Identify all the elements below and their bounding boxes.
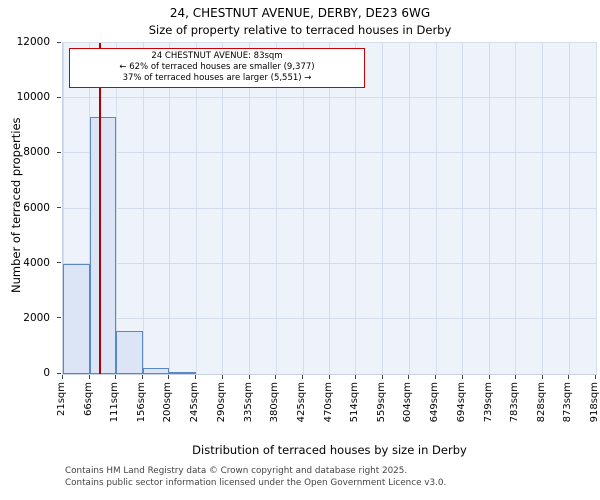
x-tick-mark bbox=[408, 375, 410, 379]
x-tick-label: 873sqm bbox=[562, 382, 574, 423]
x-tick-label: 649sqm bbox=[429, 382, 441, 423]
x-axis-label: Distribution of terraced houses by size … bbox=[192, 443, 467, 457]
gridline-vertical bbox=[115, 43, 117, 374]
y-axis-ticks: 0 2000 4000 6000 8000 10000 12000 bbox=[0, 36, 62, 379]
x-tick-label: 425sqm bbox=[296, 382, 308, 423]
annotation-larger-share: 37% of terraced houses are larger (5,551… bbox=[122, 73, 312, 84]
x-tick-mark bbox=[381, 375, 383, 379]
histogram-bar bbox=[143, 367, 170, 374]
x-tick-mark bbox=[354, 375, 356, 379]
y-tick-label: 6000 bbox=[23, 201, 50, 214]
x-tick-label: 739sqm bbox=[482, 382, 494, 423]
x-tick-label: 21sqm bbox=[56, 382, 67, 417]
gridline-vertical bbox=[142, 43, 144, 374]
x-tick-mark bbox=[595, 375, 596, 379]
gridline-vertical bbox=[249, 43, 251, 374]
annotation-property-size: 24 CHESTNUT AVENUE: 83sqm bbox=[151, 51, 283, 61]
gridline-vertical bbox=[435, 43, 437, 374]
gridline-vertical bbox=[462, 43, 464, 374]
gridline-vertical bbox=[168, 43, 170, 374]
x-tick-label: 514sqm bbox=[348, 382, 360, 423]
gridline-vertical bbox=[222, 43, 224, 374]
annotation-box: 24 CHESTNUT AVENUE: 83sqm ← 62% of terra… bbox=[69, 48, 365, 89]
x-tick-label: 559sqm bbox=[375, 382, 387, 423]
gridline-vertical bbox=[302, 43, 304, 374]
x-tick-label: 604sqm bbox=[402, 382, 414, 423]
gridline-vertical bbox=[275, 43, 277, 374]
histogram-bar bbox=[89, 117, 117, 374]
chart-subtitle: Size of property relative to terraced ho… bbox=[148, 23, 452, 37]
x-tick-mark bbox=[195, 375, 197, 379]
x-tick-label: 783sqm bbox=[508, 382, 520, 423]
chart-title: 24, CHESTNUT AVENUE, DERBY, DE23 6WG bbox=[169, 6, 431, 20]
y-tick-mark bbox=[57, 262, 61, 264]
gridline-vertical bbox=[382, 43, 384, 374]
x-tick-mark bbox=[488, 375, 490, 379]
histogram-bar bbox=[116, 331, 144, 374]
x-tick-mark bbox=[248, 375, 250, 379]
x-tick-label: 200sqm bbox=[162, 382, 174, 423]
x-axis-ticks: 21sqm 66sqm 111sqm 156sqm 200sqm 245sqm 290sqm… bbox=[56, 375, 600, 439]
gridline-vertical bbox=[515, 43, 517, 374]
x-tick-mark bbox=[302, 375, 304, 379]
gridline-vertical bbox=[595, 43, 597, 374]
y-tick-label: 0 bbox=[43, 367, 50, 379]
y-tick-mark bbox=[57, 96, 61, 98]
annotation-smaller-share: ← 62% of terraced houses are smaller (9,… bbox=[119, 62, 315, 73]
y-tick-mark bbox=[57, 41, 61, 43]
gridline-vertical bbox=[355, 43, 357, 374]
y-tick-label: 2000 bbox=[23, 311, 50, 324]
x-tick-label: 918sqm bbox=[589, 382, 600, 423]
histogram-bar bbox=[63, 263, 90, 374]
x-tick-label: 694sqm bbox=[455, 382, 467, 423]
x-tick-mark bbox=[142, 375, 144, 379]
plot-area: 24 CHESTNUT AVENUE: 83sqm ← 62% of terra… bbox=[62, 42, 597, 375]
y-tick-mark bbox=[57, 317, 61, 319]
y-tick-label: 10000 bbox=[16, 91, 50, 104]
x-tick-label: 828sqm bbox=[535, 382, 547, 423]
x-tick-mark bbox=[168, 375, 170, 379]
x-tick-mark bbox=[115, 375, 117, 379]
x-tick-label: 156sqm bbox=[136, 382, 148, 423]
x-tick-mark bbox=[541, 375, 543, 379]
gridline-vertical bbox=[329, 43, 331, 374]
y-tick-label: 12000 bbox=[16, 36, 50, 48]
x-tick-mark bbox=[435, 375, 437, 379]
x-tick-label: 111sqm bbox=[109, 382, 121, 423]
x-tick-label: 245sqm bbox=[189, 382, 201, 423]
x-tick-label: 335sqm bbox=[242, 382, 254, 423]
x-tick-label: 66sqm bbox=[82, 382, 94, 417]
gridline-vertical bbox=[62, 43, 64, 374]
gridline-horizontal bbox=[63, 42, 596, 43]
y-tick-mark bbox=[57, 151, 61, 153]
y-tick-mark bbox=[57, 207, 61, 208]
property-size-marker bbox=[99, 43, 101, 374]
gridline-vertical bbox=[489, 43, 491, 374]
y-tick-label: 8000 bbox=[23, 146, 50, 159]
gridline-vertical bbox=[408, 43, 410, 374]
gridline-vertical bbox=[195, 43, 197, 374]
x-tick-mark bbox=[514, 375, 516, 379]
histogram-bar bbox=[169, 372, 197, 374]
y-tick-mark bbox=[57, 372, 61, 374]
gridline-vertical bbox=[568, 43, 570, 374]
x-tick-mark bbox=[275, 375, 277, 379]
attribution-line-1: Contains HM Land Registry data © Crown c… bbox=[65, 466, 408, 476]
x-tick-mark bbox=[88, 375, 90, 379]
x-tick-mark bbox=[221, 375, 223, 379]
x-tick-label: 290sqm bbox=[215, 382, 227, 423]
y-tick-label: 4000 bbox=[23, 256, 50, 269]
x-tick-label: 470sqm bbox=[322, 382, 334, 423]
x-tick-label: 380sqm bbox=[269, 382, 281, 423]
x-tick-mark bbox=[62, 375, 63, 379]
attribution-footer: Contains HM Land Registry data © Crown c… bbox=[65, 466, 446, 490]
x-tick-mark bbox=[568, 375, 570, 379]
gridline-vertical bbox=[542, 43, 544, 374]
x-tick-mark bbox=[461, 375, 463, 379]
x-tick-mark bbox=[328, 375, 330, 379]
attribution-line-2: Contains public sector information licen… bbox=[65, 477, 447, 488]
